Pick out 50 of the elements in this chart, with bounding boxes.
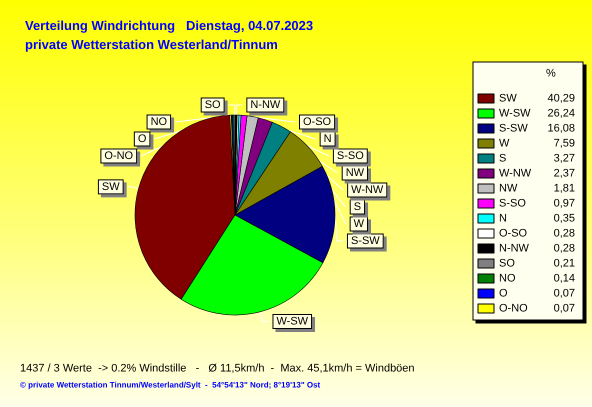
slice-label: O [138, 133, 147, 145]
data-label: 0,97 [554, 198, 575, 210]
text: 1437 / 3 Werte -> 0.2% Windstille - Ø 11,5km/h - Max. 45,1km/h = Windböen [20, 362, 415, 374]
chart-title: Verteilung Windrichtung Dienstag, 04.07.2023 [25, 18, 314, 33]
data-label: 40,29 [547, 92, 575, 104]
slice-label: NO [150, 116, 168, 128]
slice-label: NW [346, 167, 365, 180]
slice-label: S [354, 201, 362, 214]
legend-label: N [499, 212, 507, 224]
slice-label: W [354, 218, 365, 230]
data-label: 0,07 [554, 288, 575, 300]
legend-label: O [499, 288, 508, 300]
data-label: 0,14 [554, 272, 575, 284]
legend-label: S [499, 152, 506, 164]
data-label: 3,27 [554, 152, 575, 164]
legend-label: S-SW [499, 122, 528, 134]
legend-label: SO [499, 258, 516, 270]
legend-title: % [546, 68, 556, 80]
legend-label: NW [499, 182, 518, 194]
slice-label: SO [204, 99, 222, 111]
legend-label: N-NW [499, 242, 530, 254]
chart-subtitle: private Wetterstation Westerland/Tinnum [25, 37, 278, 52]
legend-label: NO [499, 272, 516, 284]
data-label: 0,35 [554, 212, 575, 224]
legend-label: S-SO [499, 198, 526, 210]
slice-label: N [324, 133, 332, 146]
data-label: 1,81 [554, 182, 575, 194]
legend-label: O-NO [499, 302, 528, 314]
legend-label: W [499, 138, 510, 150]
slice-label: W-SW [276, 316, 309, 328]
data-label: 0,28 [554, 242, 575, 254]
data-label: 26,24 [547, 108, 575, 120]
data-label: 2,37 [554, 168, 575, 180]
slice-label: SW [102, 180, 120, 193]
slice-label: O-SO [302, 116, 332, 128]
legend-label: W-NW [499, 168, 532, 180]
text: © private Wetterstation Tinnum/Westerland/Sylt - 54°54'13" Nord; 8°19'13" Ost [20, 380, 321, 390]
data-label: 0,28 [554, 228, 575, 240]
data-label: 7,59 [554, 138, 575, 150]
slice-label: S-SW [350, 235, 380, 248]
slice-label: N-NW [250, 99, 281, 112]
slice-label: W-NW [351, 184, 384, 196]
data-label: 0,07 [554, 302, 575, 314]
legend-label: SW [499, 92, 518, 104]
legend-label: W-SW [499, 108, 532, 120]
legend-label: O-SO [499, 228, 528, 240]
slice-label: S-SO [336, 150, 364, 162]
data-label: 0,21 [554, 258, 575, 270]
data-label: 16,08 [547, 122, 575, 134]
slice-label: O-NO [104, 150, 134, 162]
